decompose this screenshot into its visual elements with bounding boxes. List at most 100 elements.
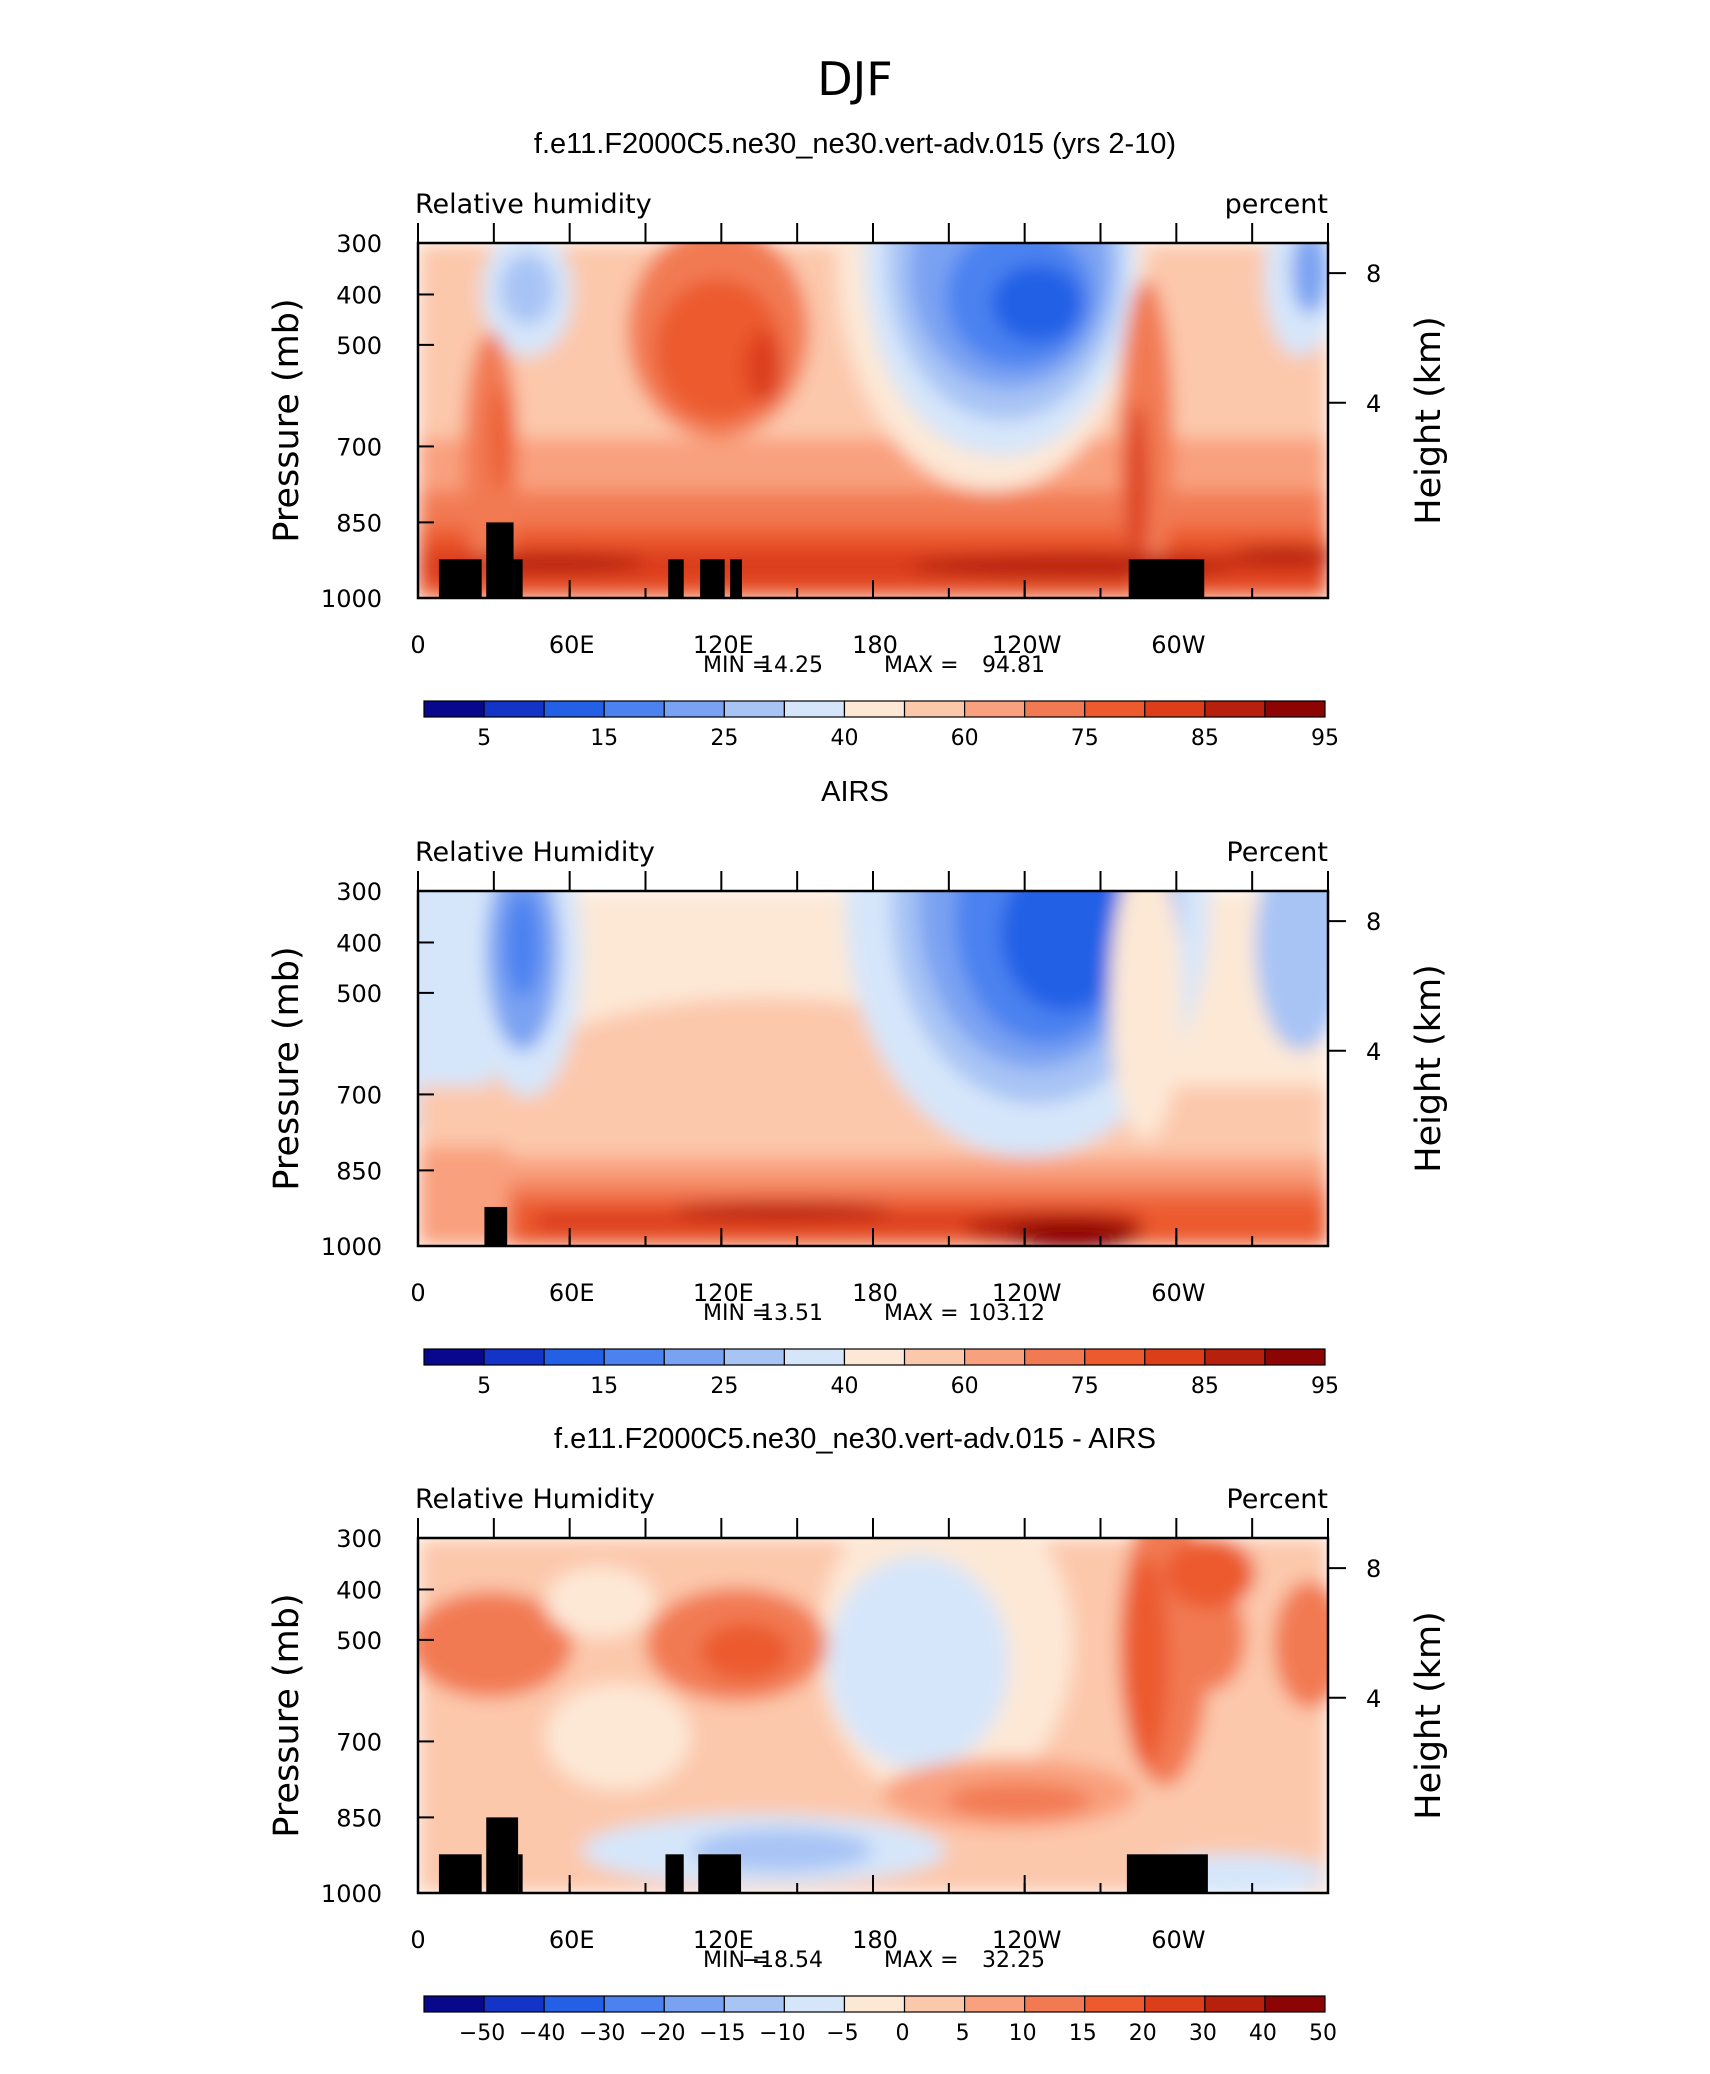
y-tick-label: 700 <box>336 433 382 461</box>
field-texture <box>418 243 1328 598</box>
panel-left-label: Relative Humidity <box>415 1484 655 1515</box>
colorbar-box <box>843 1348 906 1366</box>
min-label: MIN = <box>703 1948 770 1973</box>
field-texture <box>418 891 1328 1245</box>
colorbar-box <box>423 1995 485 2013</box>
terrain-block <box>484 1206 508 1245</box>
terrain-block <box>665 1854 684 1893</box>
colorbar-box <box>603 700 665 718</box>
colorbar-label: 0 <box>896 2021 910 2046</box>
colorbar-box <box>903 700 966 718</box>
colorbar-label: −50 <box>459 2021 505 2046</box>
y2-axis-label: Height (km) <box>1409 1611 1449 1820</box>
max-value: 103.12 <box>968 1301 1045 1326</box>
x-tick-label: 120E <box>693 631 754 659</box>
y2-tick-label: 4 <box>1366 1685 1381 1713</box>
colorbar-box <box>903 1995 966 2013</box>
colorbar-box <box>1144 700 1206 718</box>
y2-tick-label: 8 <box>1366 908 1381 936</box>
colorbar-box <box>1084 700 1146 718</box>
y-tick-label: 400 <box>336 1576 382 1604</box>
terrain-block <box>698 1854 742 1893</box>
x-tick-label: 60E <box>549 1926 595 1954</box>
terrain-block <box>668 559 684 598</box>
colorbar: −50 −40 −30 −20 −15 −10 −5 0 5 10 15 20 30 40 50 <box>423 1995 1337 2046</box>
panel-title: AIRS <box>821 776 889 808</box>
colorbar: 5 15 25 40 60 75 85 95 <box>423 1348 1339 1399</box>
colorbar-label: 5 <box>956 2021 970 2046</box>
colorbar-box <box>723 1995 785 2013</box>
colorbar-label: 40 <box>830 1374 858 1399</box>
colorbar-box <box>1204 1995 1266 2013</box>
y-axis-label: Pressure (mb) <box>267 946 307 1190</box>
colorbar-box <box>483 1348 545 1366</box>
colorbar-box <box>1024 1348 1086 1366</box>
panel-right-label: Percent <box>1226 1484 1328 1515</box>
terrain-block <box>1126 1854 1208 1893</box>
colorbar-box <box>543 1995 605 2013</box>
min-label: MIN = <box>703 653 770 678</box>
colorbar-box <box>783 700 846 718</box>
colorbar-box <box>1024 700 1086 718</box>
y-tick-label: 500 <box>336 332 382 360</box>
max-value: 94.81 <box>982 653 1045 678</box>
page-title: DJF <box>817 52 892 106</box>
colorbar-label: −40 <box>519 2021 565 2046</box>
y2-tick-label: 4 <box>1366 1038 1381 1066</box>
field <box>418 891 1328 1245</box>
field <box>418 1538 1328 1893</box>
y2-axis-label: Height (km) <box>1409 316 1449 525</box>
y-tick-label: 400 <box>336 929 382 957</box>
colorbar-box <box>1084 1995 1146 2013</box>
colorbar-box <box>963 700 1026 718</box>
colorbar-box <box>783 1995 846 2013</box>
colorbar-box <box>843 700 906 718</box>
colorbar-box <box>1024 1995 1086 2013</box>
colorbar-box <box>783 1348 846 1366</box>
panel-right-label: percent <box>1225 189 1328 220</box>
colorbar-label: 40 <box>830 726 858 751</box>
min-value: −18.54 <box>742 1948 823 1973</box>
colorbar-label: 95 <box>1311 726 1339 751</box>
colorbar-box <box>1084 1348 1146 1366</box>
colorbar-box <box>663 1348 725 1366</box>
x-tick-label: 120E <box>693 1279 754 1307</box>
colorbar-box <box>423 700 485 718</box>
terrain-block <box>513 559 523 598</box>
colorbar-box <box>663 700 725 718</box>
x-tick-label: 60W <box>1151 1926 1205 1954</box>
colorbar-box <box>543 700 605 718</box>
colorbar-label: −5 <box>826 2021 858 2046</box>
colorbar-box <box>1144 1995 1206 2013</box>
max-value: 32.25 <box>982 1948 1045 1973</box>
colorbar-label: 15 <box>1069 2021 1097 2046</box>
panel-2: AIRS Relative Humidity Percent 0 60E 120E 180 1… <box>267 776 1449 1399</box>
panel-left-label: Relative humidity <box>415 189 652 220</box>
terrain-block <box>1128 559 1205 598</box>
colorbar-box <box>843 1995 906 2013</box>
colorbar-label: 95 <box>1311 1374 1339 1399</box>
colorbar-label: 40 <box>1249 2021 1277 2046</box>
colorbar-box <box>603 1995 665 2013</box>
y-tick-label: 850 <box>336 509 382 537</box>
colorbar-box <box>1144 1348 1206 1366</box>
x-tick-label: 60E <box>549 631 595 659</box>
terrain-block <box>438 559 482 598</box>
colorbar-label: −30 <box>579 2021 625 2046</box>
x-tick-label: 120W <box>992 631 1062 659</box>
y-axis-label: Pressure (mb) <box>267 298 307 542</box>
colorbar: 5 15 25 40 60 75 85 95 <box>423 700 1339 751</box>
colorbar-label: 75 <box>1071 1374 1099 1399</box>
terrain-block <box>486 522 514 598</box>
y2-axis-label: Height (km) <box>1409 964 1449 1173</box>
colorbar-box <box>543 1348 605 1366</box>
colorbar-label: −10 <box>759 2021 805 2046</box>
panel-right-label: Percent <box>1226 837 1328 868</box>
colorbar-box <box>663 1995 725 2013</box>
field <box>418 243 1328 598</box>
y-tick-label: 700 <box>336 1728 382 1756</box>
max-label: MAX = <box>884 653 959 678</box>
field-texture <box>418 1538 1328 1893</box>
y-tick-label: 500 <box>336 980 382 1008</box>
colorbar-box <box>963 1348 1026 1366</box>
